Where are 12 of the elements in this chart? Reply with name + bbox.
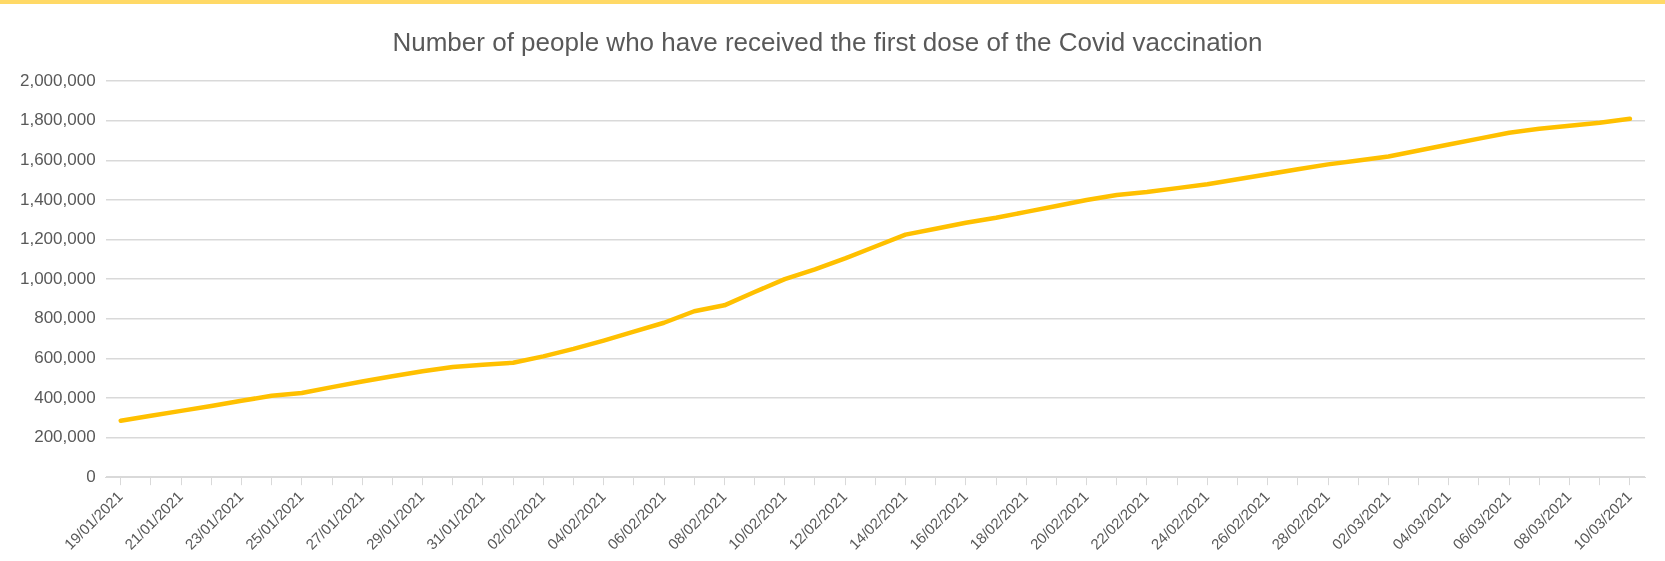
- y-tick-label: 1,400,000: [19, 189, 96, 209]
- y-tick-label: 1,600,000: [19, 150, 96, 170]
- y-tick-label: 200,000: [34, 427, 96, 447]
- y-tick-label: 1,000,000: [19, 268, 96, 288]
- chart-title: Number of people who have received the first dose of the Covid vaccination: [392, 26, 1263, 57]
- y-tick-label: 1,800,000: [19, 110, 96, 130]
- y-tick-label: 400,000: [34, 387, 96, 407]
- y-tick-label: 2,000,000: [19, 70, 96, 90]
- y-tick-label: 800,000: [34, 308, 96, 328]
- y-tick-label: 0: [86, 466, 96, 486]
- y-tick-label: 600,000: [34, 348, 96, 368]
- y-tick-label: 1,200,000: [19, 229, 96, 249]
